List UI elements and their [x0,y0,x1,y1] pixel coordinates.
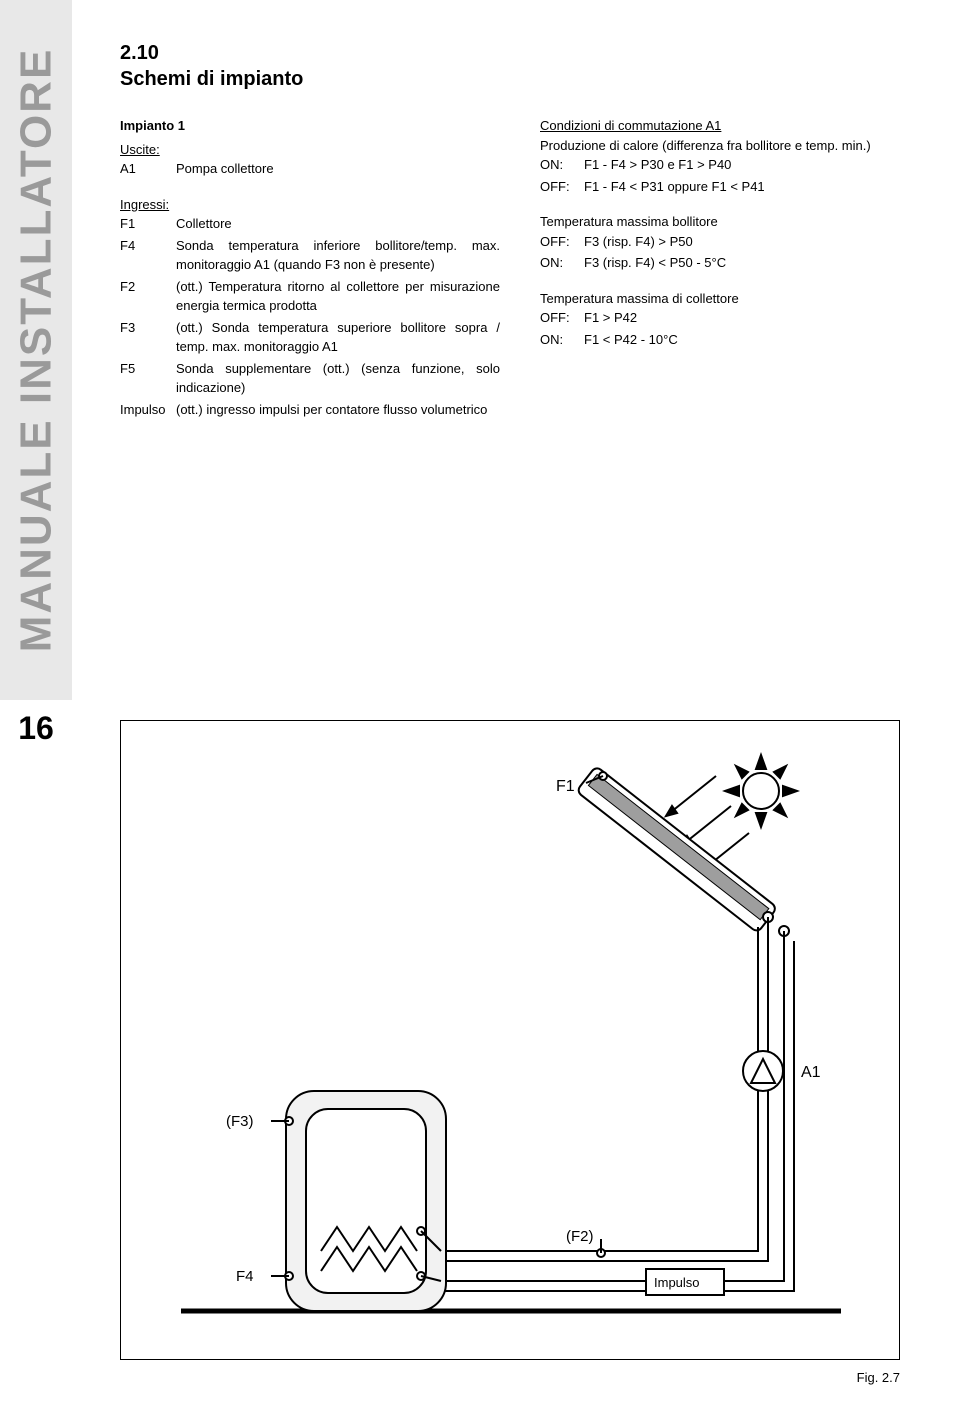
tmax-coll-row: OFF: F1 > P42 [540,308,920,328]
title-text: Schemi di impianto [120,68,303,90]
tmax-coll-text: F1 > P42 [584,308,920,328]
uscite-heading: Uscite: [120,140,500,160]
cond-label: OFF: [540,177,584,197]
side-tab-text: MANUALE INSTALLATORE [11,48,61,653]
tmax-coll-row: ON: F1 < P42 - 10°C [540,330,920,350]
ingressi-row: F2 (ott.) Temperatura ritorno al collett… [120,277,500,316]
plant-heading: Impianto 1 [120,116,500,136]
ingressi-row: F5 Sonda supplementare (ott.) (senza fun… [120,359,500,398]
label-f3: (F3) [226,1113,254,1130]
content-area: 2.10 Schemi di impianto Impianto 1 Uscit… [120,40,920,421]
tmax-boll-heading: Temperatura massima bollitore [540,212,920,232]
ingressi-text: Collettore [176,214,500,234]
tmax-boll-text: F3 (risp. F4) > P50 [584,232,920,252]
cond-label: ON: [540,155,584,175]
figure-label: Fig. 2.7 [120,1370,900,1385]
uscite-label: A1 [120,159,176,179]
tmax-boll-label: OFF: [540,232,584,252]
label-f4: F4 [236,1268,254,1285]
pump-icon [743,1051,783,1091]
uscite-row: A1 Pompa collettore [120,159,500,179]
diagram-svg: F1 A1 Impulso [121,721,901,1361]
ingressi-text: (ott.) Sonda temperatura superiore bolli… [176,318,500,357]
cond-row: OFF: F1 - F4 < P31 oppure F1 < P41 [540,177,920,197]
section-title: 2.10 Schemi di impianto [120,40,920,92]
title-number: 2.10 [120,42,159,64]
ingressi-text: Sonda temperatura inferiore bollitore/te… [176,236,500,275]
ingressi-row: Impulso (ott.) ingresso impulsi per cont… [120,400,500,420]
label-f1: F1 [556,778,575,795]
cond-text: F1 - F4 > P30 e F1 > P40 [584,155,920,175]
pipes [441,917,794,1291]
ingressi-text: (ott.) ingresso impulsi per contatore fl… [176,400,500,420]
cond-row: ON: F1 - F4 > P30 e F1 > P40 [540,155,920,175]
page-number: 16 [0,710,72,747]
ingressi-row: F4 Sonda temperatura inferiore bollitore… [120,236,500,275]
ingressi-text: (ott.) Temperatura ritorno al collettore… [176,277,500,316]
tmax-coll-label: OFF: [540,308,584,328]
ingressi-row: F3 (ott.) Sonda temperatura superiore bo… [120,318,500,357]
tmax-boll-text: F3 (risp. F4) < P50 - 5°C [584,253,920,273]
ingressi-label: F3 [120,318,176,357]
tmax-boll-row: ON: F3 (risp. F4) < P50 - 5°C [540,253,920,273]
ingressi-label: F5 [120,359,176,398]
ingressi-label: Impulso [120,400,176,420]
ingressi-label: F1 [120,214,176,234]
tmax-coll-text: F1 < P42 - 10°C [584,330,920,350]
boiler-icon [286,1091,446,1311]
left-column: Impianto 1 Uscite: A1 Pompa collettore I… [120,116,500,421]
ingressi-label: F2 [120,277,176,316]
tmax-coll-heading: Temperatura massima di collettore [540,289,920,309]
tmax-coll-label: ON: [540,330,584,350]
side-tab: MANUALE INSTALLATORE [0,0,72,700]
sun-icon [725,755,797,827]
ingressi-heading: Ingressi: [120,195,500,215]
system-diagram: F1 A1 Impulso [120,720,900,1360]
two-columns: Impianto 1 Uscite: A1 Pompa collettore I… [120,116,920,421]
label-a1: A1 [801,1064,821,1081]
label-f2: (F2) [566,1228,594,1245]
ingressi-label: F4 [120,236,176,275]
tmax-boll-label: ON: [540,253,584,273]
tmax-boll-row: OFF: F3 (risp. F4) > P50 [540,232,920,252]
uscite-text: Pompa collettore [176,159,500,179]
label-impulso: Impulso [654,1275,700,1290]
cond-heading: Condizioni di commutazione A1 [540,116,920,136]
ingressi-text: Sonda supplementare (ott.) (senza funzio… [176,359,500,398]
cond-desc: Produzione di calore (differenza fra bol… [540,136,920,156]
cond-text: F1 - F4 < P31 oppure F1 < P41 [584,177,920,197]
ingressi-row: F1 Collettore [120,214,500,234]
right-column: Condizioni di commutazione A1 Produzione… [540,116,920,421]
